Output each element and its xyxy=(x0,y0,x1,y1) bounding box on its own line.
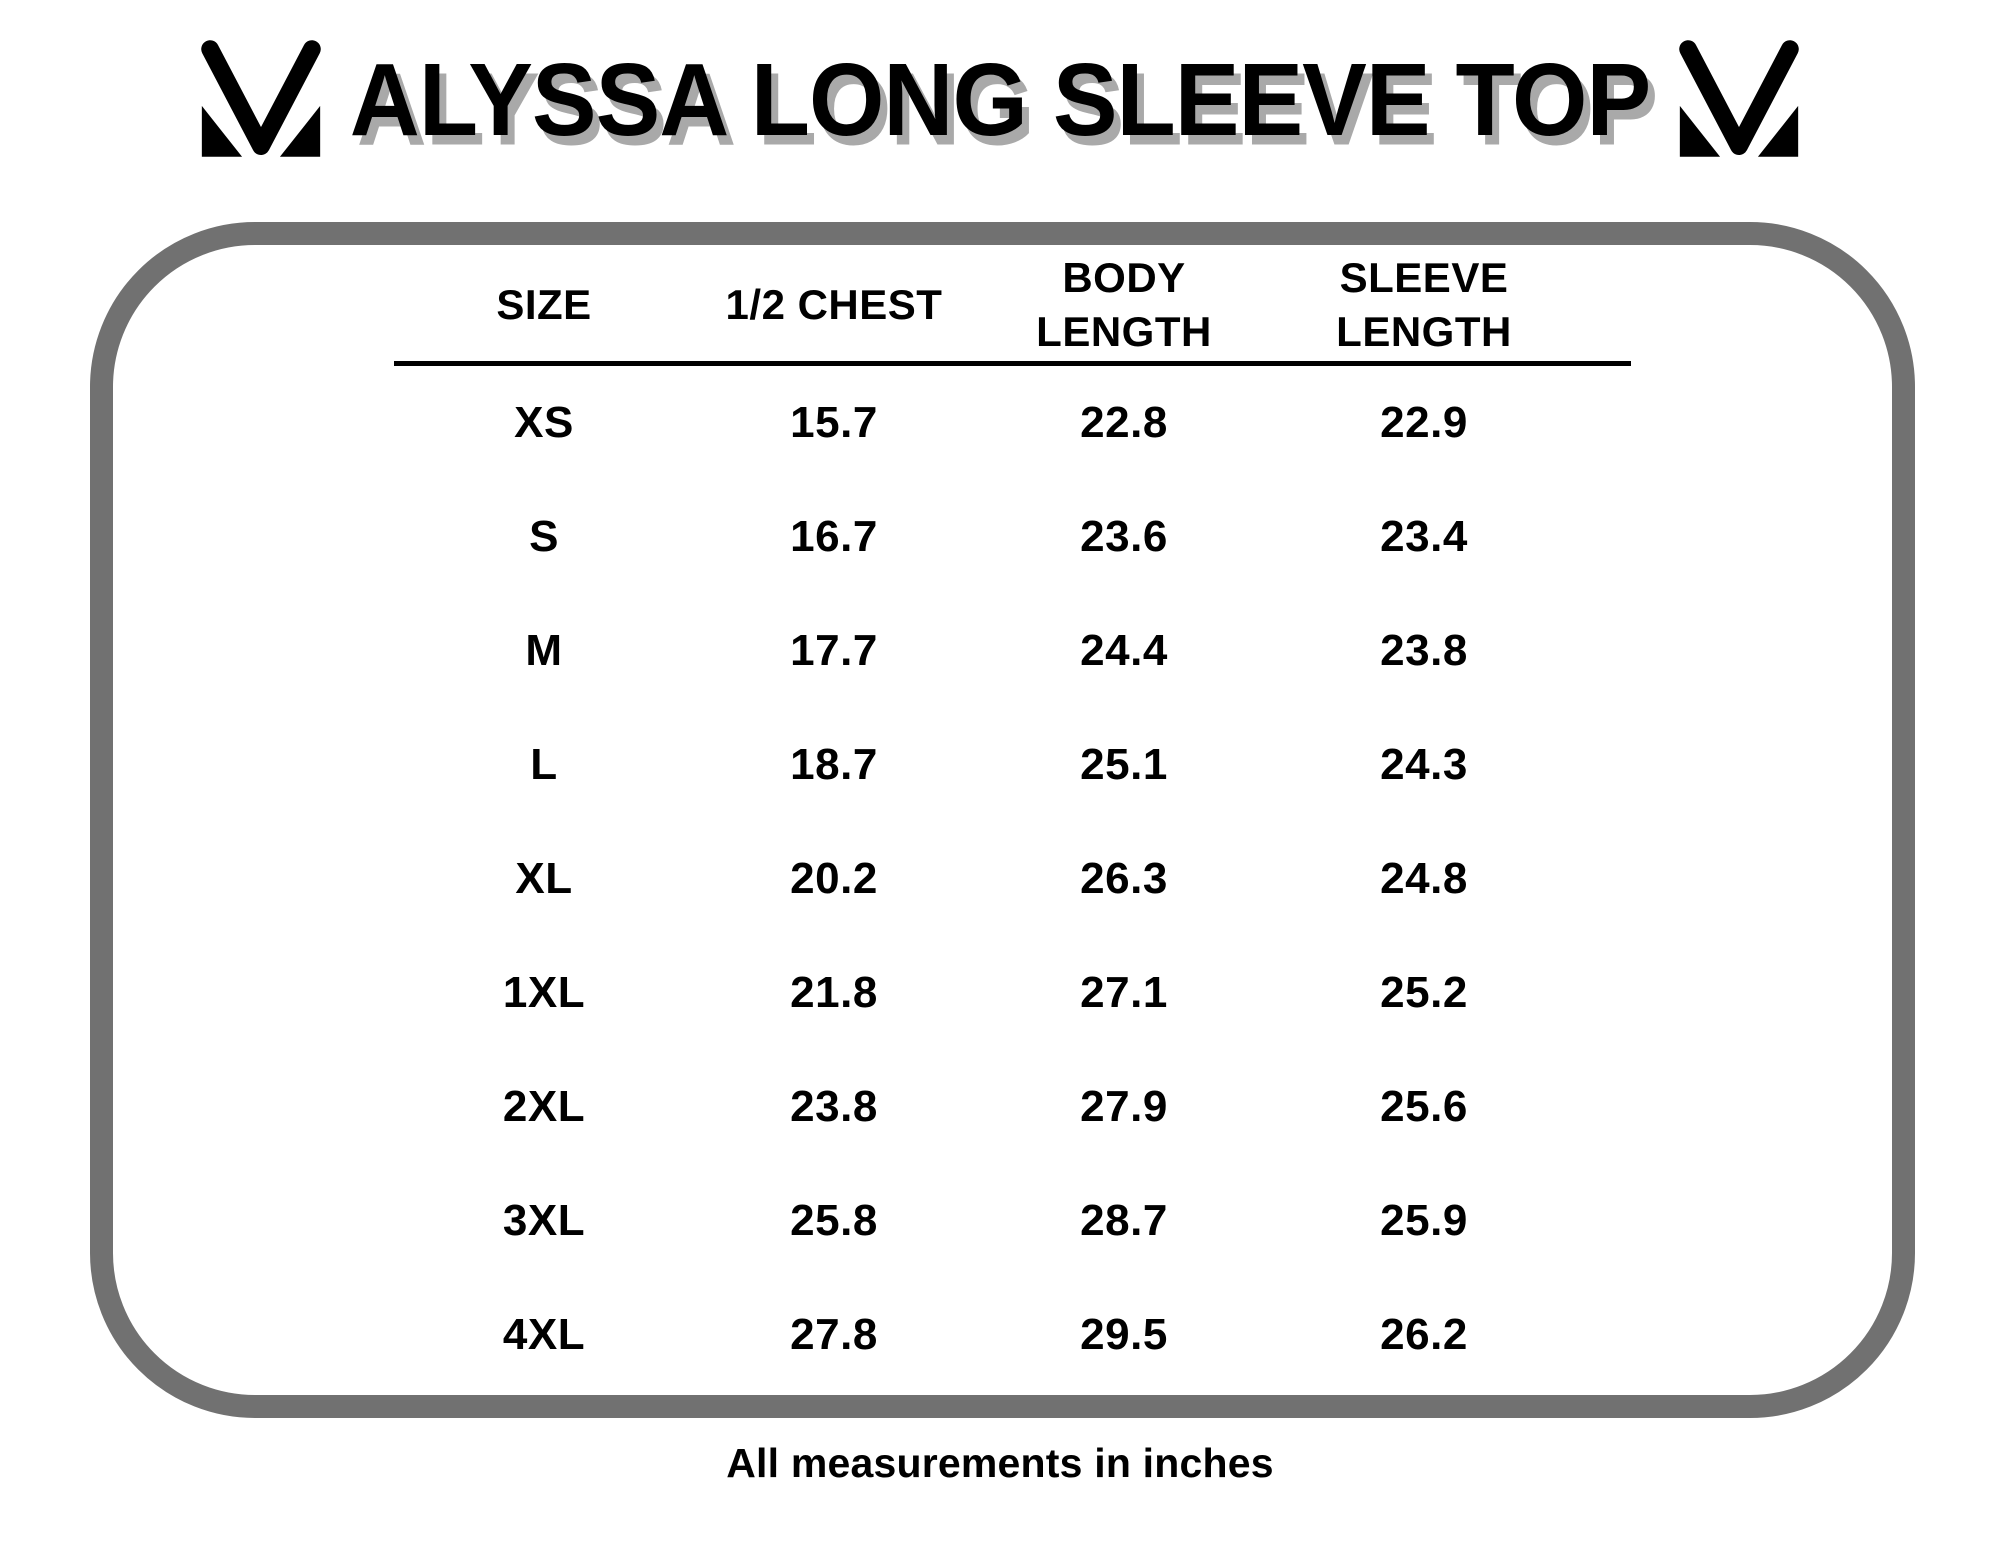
half-chest-cell: 18.7 xyxy=(790,740,878,789)
size-cell: 1XL xyxy=(502,968,586,1017)
table-header-row: SIZE 1/2 CHEST BODY LENGTH SLEEVE LENGTH xyxy=(394,249,1631,361)
table-row: XL 20.2 26.3 24.8 xyxy=(394,822,1631,936)
size-cell: M xyxy=(525,626,563,675)
sleeve-length-cell: 24.8 xyxy=(1380,854,1468,903)
sleeve-length-cell: 23.4 xyxy=(1380,512,1468,561)
footer-note: All measurements in inches xyxy=(726,1440,1274,1486)
half-chest-cell: 21.8 xyxy=(790,968,878,1017)
sleeve-length-cell: 25.6 xyxy=(1380,1082,1468,1131)
table-row: 2XL 23.8 27.9 25.6 xyxy=(394,1050,1631,1164)
half-chest-cell: 16.7 xyxy=(790,512,878,561)
sleeve-length-cell: 26.2 xyxy=(1380,1310,1468,1359)
body-length-cell: 29.5 xyxy=(1080,1310,1168,1359)
header-divider xyxy=(394,361,1631,366)
brand-m-logo-icon xyxy=(1668,37,1810,163)
header-sleeve-length: SLEEVE LENGTH xyxy=(1336,254,1512,355)
header-half-chest: 1/2 CHEST xyxy=(725,281,943,329)
table-row: XS 15.7 22.8 22.9 xyxy=(394,366,1631,480)
size-cell: 2XL xyxy=(502,1082,586,1131)
sleeve-length-cell: 24.3 xyxy=(1380,740,1468,789)
table-row: 4XL 27.8 29.5 26.2 xyxy=(394,1278,1631,1392)
body-length-cell: 24.4 xyxy=(1080,626,1168,675)
brand-m-logo-icon xyxy=(190,37,332,163)
half-chest-cell: 15.7 xyxy=(790,398,878,447)
half-chest-cell: 27.8 xyxy=(790,1310,878,1359)
body-length-cell: 28.7 xyxy=(1080,1196,1168,1245)
body-length-cell: 25.1 xyxy=(1080,740,1168,789)
page-title: ALYSSA LONG SLEEVE TOP xyxy=(349,41,1651,158)
size-table: SIZE 1/2 CHEST BODY LENGTH SLEEVE LENGTH… xyxy=(394,249,1631,1392)
table-row: S 16.7 23.6 23.4 xyxy=(394,480,1631,594)
body-length-cell: 23.6 xyxy=(1080,512,1168,561)
body-length-cell: 27.9 xyxy=(1080,1082,1168,1131)
size-cell: L xyxy=(530,740,558,789)
table-row: L 18.7 25.1 24.3 xyxy=(394,708,1631,822)
body-length-cell: 26.3 xyxy=(1080,854,1168,903)
sleeve-length-cell: 25.2 xyxy=(1380,968,1468,1017)
half-chest-cell: 23.8 xyxy=(790,1082,878,1131)
size-chart-frame: SIZE 1/2 CHEST BODY LENGTH SLEEVE LENGTH… xyxy=(90,222,1915,1418)
sleeve-length-cell: 23.8 xyxy=(1380,626,1468,675)
sleeve-length-cell: 22.9 xyxy=(1380,398,1468,447)
header-body-length: BODY LENGTH xyxy=(1036,254,1212,355)
table-row: 3XL 25.8 28.7 25.9 xyxy=(394,1164,1631,1278)
half-chest-cell: 17.7 xyxy=(790,626,878,675)
sleeve-length-cell: 25.9 xyxy=(1380,1196,1468,1245)
size-cell: 4XL xyxy=(502,1310,586,1359)
body-length-cell: 27.1 xyxy=(1080,968,1168,1017)
size-cell: 3XL xyxy=(502,1196,586,1245)
half-chest-cell: 25.8 xyxy=(790,1196,878,1245)
size-cell: XL xyxy=(515,854,573,903)
size-cell: XS xyxy=(514,398,574,447)
header-size: SIZE xyxy=(496,281,592,329)
brand-header: ALYSSA LONG SLEEVE TOP xyxy=(0,34,2000,166)
body-length-cell: 22.8 xyxy=(1080,398,1168,447)
size-cell: S xyxy=(529,512,559,561)
table-row: M 17.7 24.4 23.8 xyxy=(394,594,1631,708)
table-row: 1XL 21.8 27.1 25.2 xyxy=(394,936,1631,1050)
half-chest-cell: 20.2 xyxy=(790,854,878,903)
